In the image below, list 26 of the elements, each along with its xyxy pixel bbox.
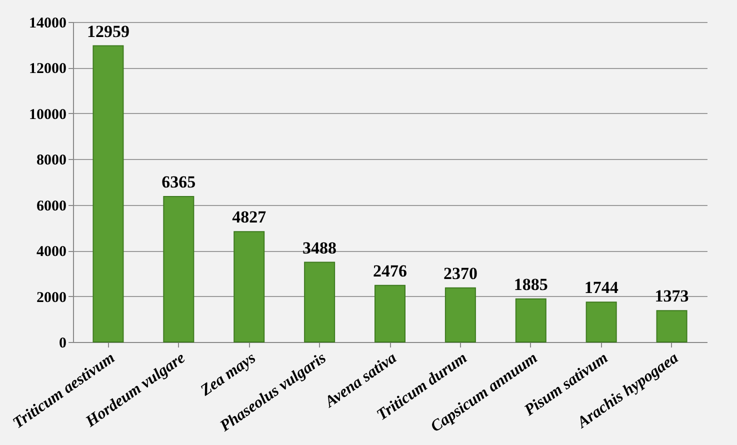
data-label: 2370 (443, 264, 478, 283)
data-label: 2476 (373, 261, 407, 280)
data-label: 4827 (232, 208, 267, 227)
y-tick-label: 8000 (36, 152, 66, 169)
y-tick-label: 4000 (36, 244, 66, 260)
data-label: 1744 (584, 278, 619, 298)
y-tick-label: 2000 (36, 290, 66, 306)
bar (304, 262, 336, 342)
bar (163, 196, 194, 342)
bar (586, 302, 617, 342)
bar (374, 284, 406, 342)
y-tick-label: 6000 (36, 198, 66, 214)
bar (92, 45, 124, 342)
y-tick-label: 10000 (29, 106, 66, 123)
y-tick-label: 0 (59, 336, 66, 352)
y-tick-label: 14000 (29, 16, 66, 32)
data-label: 12959 (86, 22, 130, 41)
y-tick-label: 12000 (29, 61, 66, 78)
data-label: 1373 (654, 286, 689, 306)
data-label: 6365 (162, 172, 196, 192)
data-label: 3488 (302, 238, 337, 258)
bar (444, 287, 476, 342)
data-label: 1885 (514, 274, 548, 294)
bar (656, 310, 688, 342)
bar (515, 298, 546, 342)
bar (234, 231, 265, 342)
